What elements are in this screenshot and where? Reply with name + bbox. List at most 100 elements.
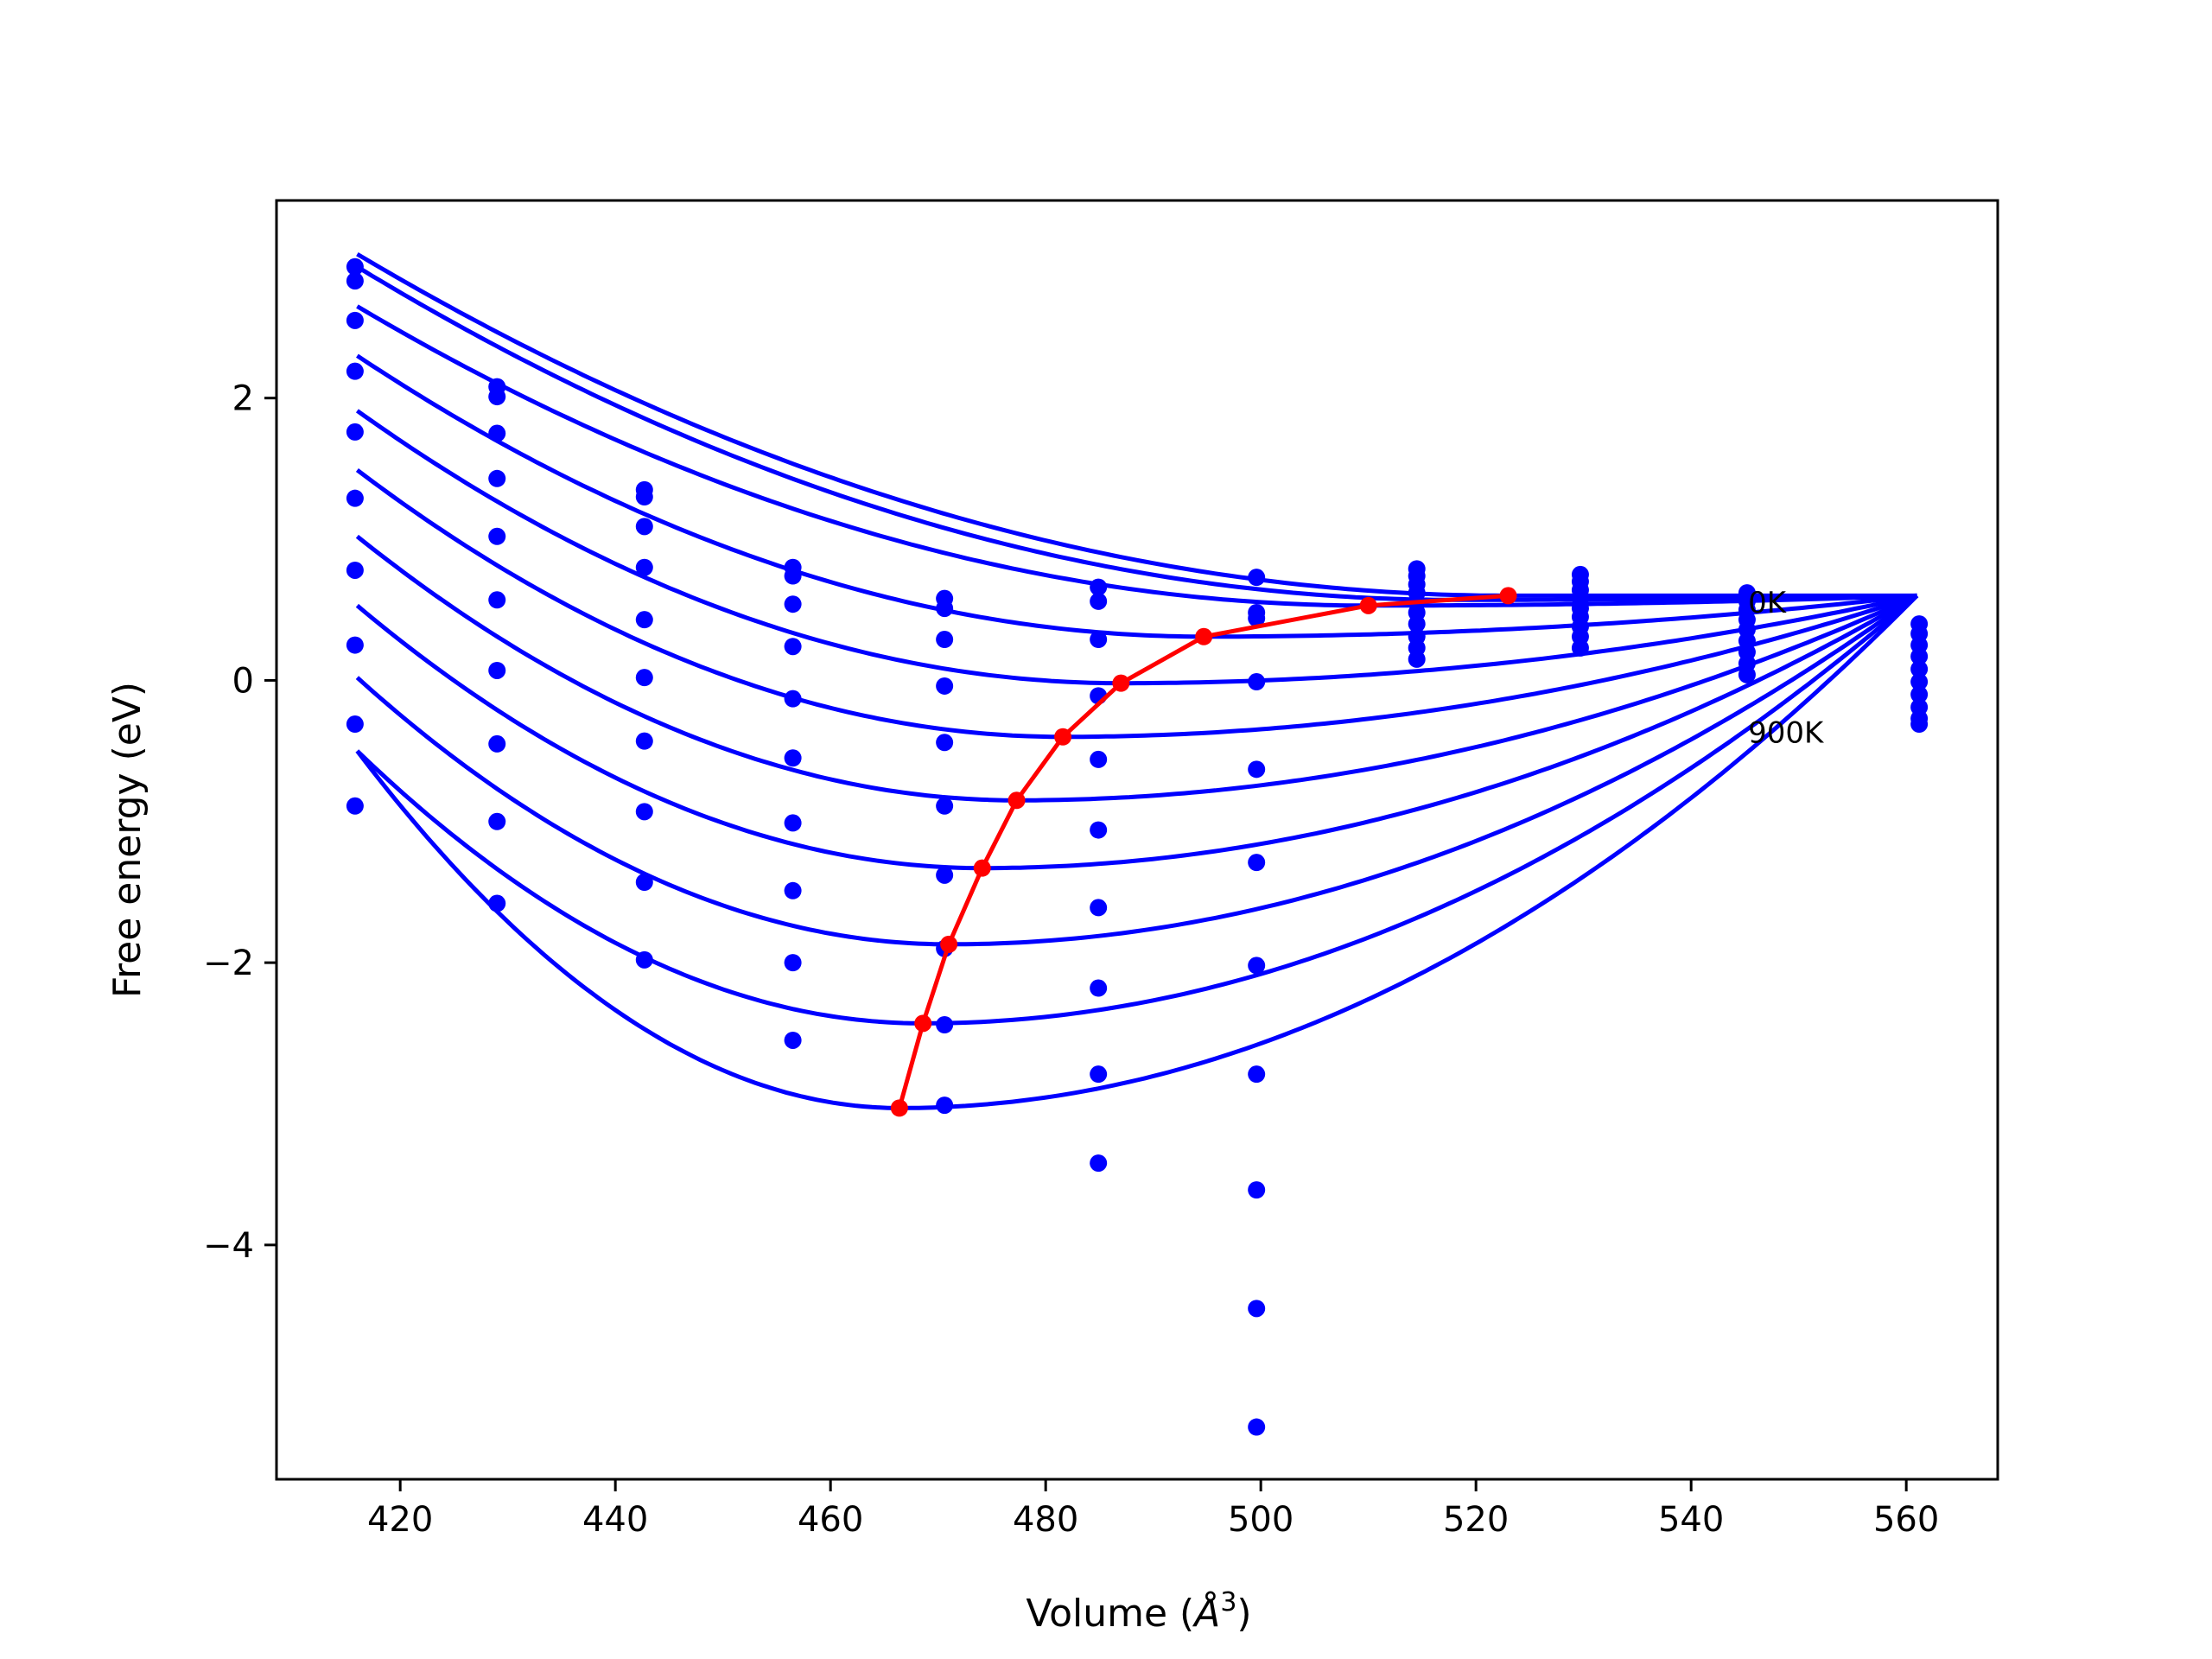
minimum-point-0 xyxy=(1499,587,1517,605)
data-point-4-1 xyxy=(936,600,954,618)
data-point-2-8 xyxy=(635,874,653,892)
data-point-6-10 xyxy=(1248,1418,1266,1436)
data-point-4-5 xyxy=(936,797,954,815)
data-point-0-5 xyxy=(346,489,364,507)
data-point-10-3 xyxy=(1910,647,1929,665)
data-point-1-9 xyxy=(488,894,506,912)
data-point-1-8 xyxy=(488,812,506,830)
data-point-3-3 xyxy=(784,638,802,656)
minimum-point-1 xyxy=(1359,596,1377,614)
data-point-2-4 xyxy=(635,611,653,629)
data-point-1-6 xyxy=(488,661,506,679)
x-tick-label: 540 xyxy=(1658,1500,1724,1540)
data-point-4-3 xyxy=(936,677,954,695)
fit-curve-2 xyxy=(356,304,1917,608)
data-point-2-2 xyxy=(635,518,653,536)
data-point-1-5 xyxy=(488,591,506,609)
data-point-0-3 xyxy=(346,362,364,380)
fit-curve-3 xyxy=(356,353,1917,639)
data-point-5-9 xyxy=(1090,1154,1108,1173)
data-point-2-5 xyxy=(635,669,653,687)
data-area xyxy=(346,251,1929,1436)
data-point-0-9 xyxy=(346,797,364,815)
minimum-point-8 xyxy=(914,1014,932,1033)
fit-curve-5 xyxy=(355,468,1918,740)
data-point-0-6 xyxy=(346,561,364,579)
x-tick-label: 560 xyxy=(1873,1500,1939,1540)
x-axis-label-symbol: Å xyxy=(1192,1590,1220,1636)
minimum-point-9 xyxy=(890,1099,908,1117)
annotations: 0K 900K xyxy=(1748,586,1825,750)
data-point-5-2 xyxy=(1090,631,1108,649)
fit-curve-1 xyxy=(356,264,1917,602)
x-tick-label: 480 xyxy=(1013,1500,1078,1540)
y-axis: 2 0 −2 −4 xyxy=(203,379,276,1266)
data-point-10-5 xyxy=(1910,673,1929,691)
data-point-2-3 xyxy=(635,558,653,576)
data-point-6-3 xyxy=(1248,673,1266,691)
minimum-point-2 xyxy=(1195,627,1213,645)
data-point-1-1 xyxy=(488,388,506,406)
data-point-3-5 xyxy=(784,749,802,767)
fit-curve-0 xyxy=(356,251,1917,598)
data-point-4-4 xyxy=(936,734,954,752)
data-point-7-6 xyxy=(1408,615,1426,633)
data-point-3-8 xyxy=(784,954,802,972)
x-tick-label: 520 xyxy=(1443,1500,1509,1540)
data-point-9-8 xyxy=(1738,665,1756,683)
data-point-4-2 xyxy=(936,631,954,649)
fit-curve-7 xyxy=(355,594,1918,871)
data-point-0-4 xyxy=(346,423,364,441)
fit-curve-9 xyxy=(355,594,1919,1026)
data-point-0-2 xyxy=(346,311,364,329)
data-point-3-1 xyxy=(784,567,802,585)
data-point-3-9 xyxy=(784,1031,802,1049)
data-point-6-7 xyxy=(1248,1065,1266,1084)
fit-curve-6 xyxy=(355,534,1918,803)
data-point-1-4 xyxy=(488,527,506,545)
data-point-10-9 xyxy=(1910,715,1929,734)
minimum-point-3 xyxy=(1112,674,1130,692)
temperature-annotation: 900K xyxy=(1748,715,1825,750)
data-point-2-9 xyxy=(635,950,653,969)
y-axis-label: Free energy (eV) xyxy=(105,682,149,998)
data-point-0-0 xyxy=(346,257,364,276)
temperature-annotation: 0K xyxy=(1748,586,1788,620)
fit-curve-4 xyxy=(355,409,1918,686)
x-tick-label: 460 xyxy=(798,1500,863,1540)
plot-layer xyxy=(346,251,1929,1436)
data-point-10-4 xyxy=(1910,660,1929,678)
x-axis-label-text: Volume ( xyxy=(1026,1592,1194,1636)
data-point-3-2 xyxy=(784,595,802,613)
data-point-2-1 xyxy=(635,488,653,506)
data-point-6-4 xyxy=(1248,760,1266,779)
data-point-6-0 xyxy=(1248,569,1266,587)
x-axis: 420 440 460 480 500 520 540 560 xyxy=(367,1479,1939,1540)
x-tick-label: 420 xyxy=(367,1500,433,1540)
y-tick-label: 0 xyxy=(232,661,254,701)
data-point-4-9 xyxy=(936,1096,954,1115)
x-tick-label: 500 xyxy=(1228,1500,1294,1540)
plot-frame xyxy=(275,199,1999,1481)
minimum-point-7 xyxy=(940,935,958,953)
data-point-6-2 xyxy=(1248,609,1266,627)
minimum-point-5 xyxy=(1007,791,1026,810)
minimum-point-4 xyxy=(1054,728,1072,746)
data-point-6-9 xyxy=(1248,1300,1266,1318)
x-axis-label-exponent: 3 xyxy=(1220,1587,1236,1618)
minima-line xyxy=(897,593,1509,1109)
data-point-0-1 xyxy=(346,272,364,290)
data-point-5-8 xyxy=(1090,1065,1108,1084)
data-point-8-8 xyxy=(1571,639,1589,657)
data-point-3-6 xyxy=(784,814,802,832)
fit-curve-8 xyxy=(355,594,1919,947)
data-point-5-5 xyxy=(1090,821,1108,839)
x-axis-label: Volume (Å3) xyxy=(1026,1587,1251,1636)
data-point-2-7 xyxy=(635,803,653,821)
data-point-4-8 xyxy=(936,1015,954,1033)
data-point-3-4 xyxy=(784,690,802,708)
fit-curve-10 xyxy=(355,594,1919,1110)
data-point-5-6 xyxy=(1090,899,1108,917)
minimum-point-6 xyxy=(973,859,991,877)
